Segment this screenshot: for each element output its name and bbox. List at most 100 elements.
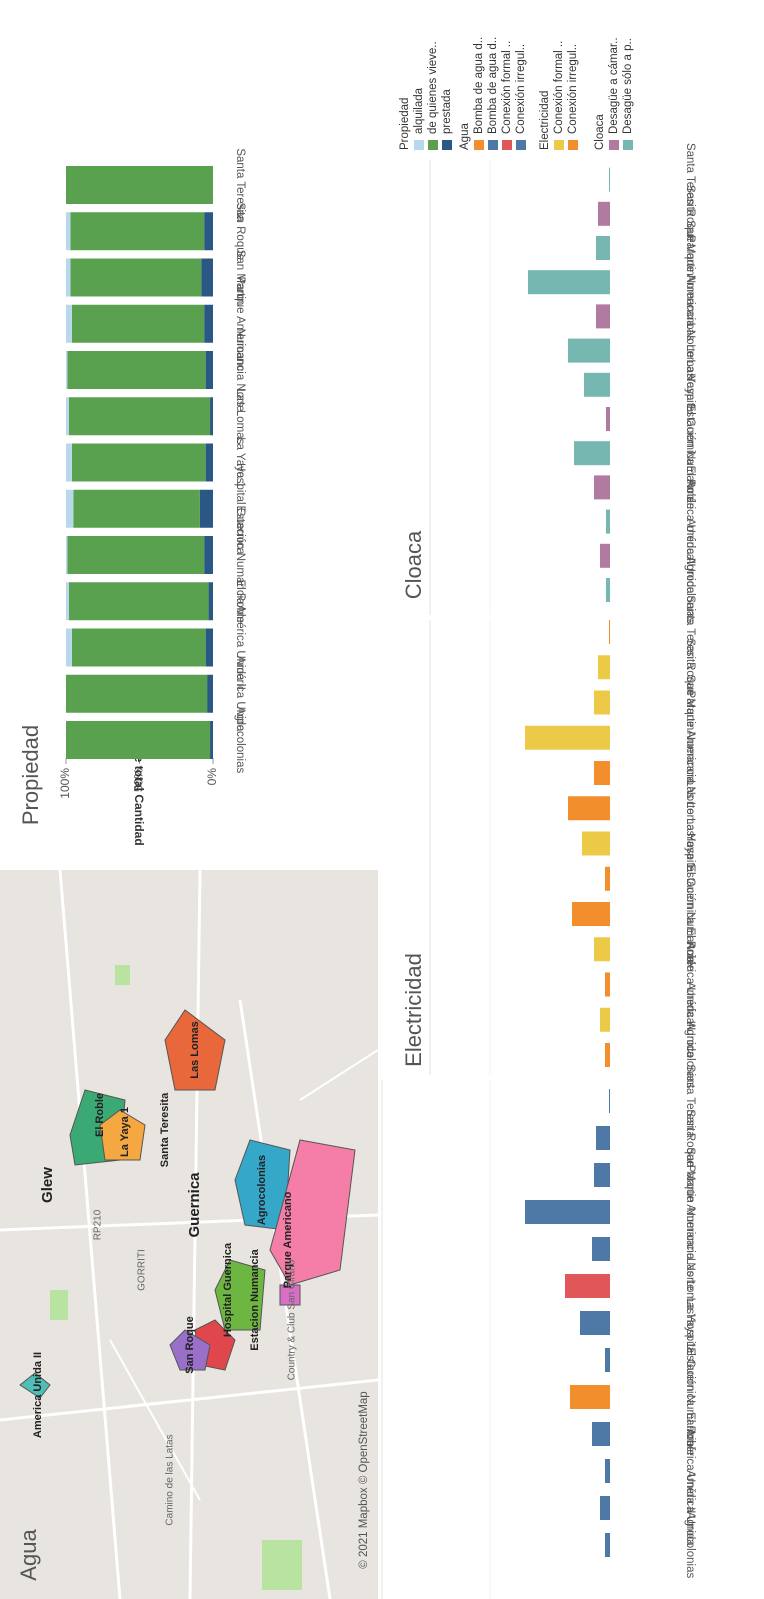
map-label: Estacion Numancia <box>249 1248 261 1350</box>
x-tick-label: 0% <box>205 768 219 786</box>
bar-segment <box>210 397 213 436</box>
category-label: Las Lomas <box>684 780 696 837</box>
bar-segment <box>71 443 206 482</box>
map-label: Guernica <box>186 1172 203 1238</box>
category-label: La Yaya 1 <box>684 818 696 869</box>
category-label: Agrocolonias <box>234 707 246 774</box>
map-label: Country & Club San Cirano <box>287 1259 298 1380</box>
bar <box>592 1422 610 1446</box>
bar <box>592 1237 610 1261</box>
bar <box>568 338 610 363</box>
road <box>109 1049 379 1501</box>
category-label: Estación Numancia <box>234 505 246 605</box>
map-label: Glew <box>39 1167 56 1203</box>
bar <box>600 1007 610 1032</box>
category-label: San Martin <box>684 675 696 731</box>
bar <box>605 1043 610 1067</box>
bar <box>605 1348 610 1372</box>
bar-segment <box>204 536 213 574</box>
bar <box>565 1274 610 1298</box>
bar <box>594 690 610 715</box>
category-label: Santa Teresita <box>684 143 696 217</box>
legend-swatch <box>442 140 452 150</box>
road <box>0 869 379 1599</box>
map-attribution: © 2021 Mapbox © OpenStreetMap <box>358 1391 370 1568</box>
bar-segment <box>71 628 206 667</box>
area <box>19 1372 51 1399</box>
legend-label: Bomba de agua d.. <box>487 37 499 134</box>
bar-segment <box>70 212 205 251</box>
map-label: Hospital Guernica <box>222 1242 234 1337</box>
category-label: El Roble <box>684 928 696 971</box>
legend-label: alquilada <box>413 87 425 134</box>
category-label: Numancia Norte <box>684 275 696 358</box>
bar <box>609 620 610 644</box>
legend-label: Desagüe a cámar.. <box>608 37 620 134</box>
bar-segment <box>66 351 68 389</box>
map-label: GORRITI <box>137 1249 148 1291</box>
bar <box>606 509 610 534</box>
category-label: Estación Numancia <box>684 404 696 504</box>
legend-label: Desagüe sólo a p.. <box>622 38 634 134</box>
category-label: San Martin <box>684 1147 696 1203</box>
category-label: Santa Teresita <box>234 148 246 222</box>
bar <box>525 725 610 750</box>
area <box>99 1109 146 1161</box>
bar-segment <box>66 212 71 251</box>
bar-segment <box>66 674 208 713</box>
legend-swatch <box>414 140 424 150</box>
bar-segment <box>204 212 213 251</box>
bar-segment <box>71 304 205 343</box>
bar <box>598 201 610 226</box>
bar <box>594 761 610 785</box>
category-label: Numancia Norte <box>234 328 246 411</box>
bar-segment <box>66 166 213 204</box>
bar <box>580 1311 610 1335</box>
bar <box>605 866 610 891</box>
legend-label: de quienes vieve.. <box>427 41 439 134</box>
bar-segment <box>66 258 71 297</box>
bar <box>600 543 610 568</box>
category-label: San Roque <box>684 638 696 696</box>
category-label: Numancia Norte <box>684 731 696 814</box>
chart-title: Cloaca <box>401 530 426 599</box>
category-label: América Unida <box>684 982 696 1058</box>
category-label: Hospital Guernica <box>684 833 696 925</box>
category-label: La Yaya 1 <box>684 1298 696 1349</box>
category-label: América Unida II <box>684 942 696 1027</box>
area <box>269 1139 356 1286</box>
category-label: Santa Teresita <box>684 595 696 669</box>
bar-segment <box>70 258 202 297</box>
legend-title: Electricidad <box>539 91 551 150</box>
legend-title: Agua <box>459 123 471 150</box>
bar <box>606 578 610 602</box>
bar <box>609 167 610 192</box>
map-label: Parque Americano <box>282 1191 294 1288</box>
category-label: Parque Americano <box>684 690 696 785</box>
bar <box>596 1126 610 1150</box>
bar <box>525 1200 610 1224</box>
bar <box>528 270 610 295</box>
category-label: Parque Americano <box>684 235 696 330</box>
category-label: Santa Teresita <box>684 1064 696 1138</box>
legend-swatch <box>568 140 578 150</box>
bar-segment <box>205 351 213 389</box>
park <box>50 1290 68 1320</box>
map-label: Santa Teresita <box>159 1092 171 1167</box>
category-label: Las Lomas <box>684 1258 696 1315</box>
bar <box>568 796 610 821</box>
area <box>279 1284 301 1306</box>
category-label: Agrocolonias <box>684 1512 696 1579</box>
bar-segment <box>67 536 205 574</box>
category-label: Hospital Guernica <box>234 463 246 555</box>
legend-title: Cloaca <box>594 114 606 150</box>
legend-label: Conexión formal .. <box>501 41 513 134</box>
bar-segment <box>67 351 206 389</box>
bar <box>582 831 610 856</box>
bar <box>600 1496 610 1520</box>
map-label: Camino de las Latas <box>165 1434 176 1525</box>
legend-label: Conexión formal .. <box>553 41 565 134</box>
bar <box>609 1089 610 1113</box>
